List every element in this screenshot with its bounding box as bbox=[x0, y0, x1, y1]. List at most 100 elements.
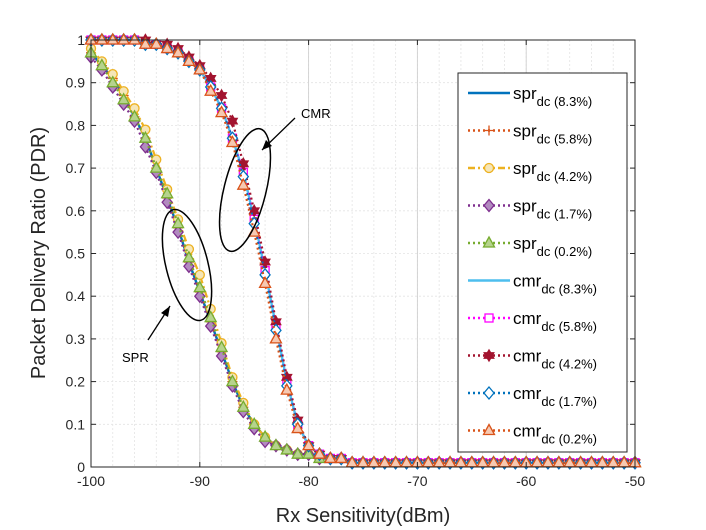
legend-swatch-marker bbox=[482, 423, 496, 436]
legend-item-cmr-dc-5-8: cmrdc (5.8%) bbox=[468, 309, 597, 334]
data-point bbox=[302, 438, 316, 451]
x-tick-label: -100 bbox=[77, 473, 105, 489]
y-tick-label: 0.9 bbox=[66, 75, 86, 91]
legend-swatch-marker bbox=[483, 198, 495, 213]
legend-label: sprdc (5.8%) bbox=[513, 122, 592, 147]
data-point bbox=[280, 382, 294, 395]
legend-swatch-marker bbox=[483, 348, 495, 363]
legend-item-spr-dc-4-2: sprdc (4.2%) bbox=[468, 159, 592, 184]
annotation-spr: SPR bbox=[122, 208, 213, 365]
data-point bbox=[171, 45, 185, 58]
legend-label: sprdc (8.3%) bbox=[513, 84, 592, 109]
data-point bbox=[214, 340, 229, 353]
legend-items: sprdc (8.3%) sprdc (5.8%) sprdc (4.2%) sprd… bbox=[468, 84, 597, 447]
data-point bbox=[95, 32, 109, 45]
data-point bbox=[172, 225, 184, 240]
data-point bbox=[236, 177, 250, 190]
data-point bbox=[334, 451, 348, 464]
cmr-ellipse bbox=[218, 127, 272, 253]
data-point bbox=[302, 446, 316, 459]
data-point bbox=[127, 109, 142, 122]
x-tick-label: -70 bbox=[407, 473, 427, 489]
data-point bbox=[258, 429, 272, 442]
data-point bbox=[182, 250, 196, 263]
data-point bbox=[269, 438, 283, 451]
y-tick-label: 0.7 bbox=[66, 160, 86, 176]
legend-label: cmrdc (5.8%) bbox=[513, 309, 597, 334]
x-tick-label: -80 bbox=[298, 473, 318, 489]
data-point bbox=[280, 442, 294, 455]
data-point bbox=[214, 105, 229, 118]
data-point bbox=[160, 186, 174, 199]
data-point bbox=[225, 135, 240, 148]
data-point bbox=[95, 58, 109, 71]
legend-label: cmrdc (4.2%) bbox=[513, 347, 597, 372]
legend-swatch-marker bbox=[483, 385, 495, 401]
data-point bbox=[291, 421, 305, 434]
data-point bbox=[138, 36, 152, 49]
y-tick-label: 0.2 bbox=[66, 374, 86, 390]
y-tick-label: 0.5 bbox=[66, 246, 86, 262]
cmr-label: CMR bbox=[301, 106, 331, 121]
y-tick-label: 0.8 bbox=[66, 117, 86, 133]
series-layer bbox=[84, 32, 642, 470]
y-tick-label: 0 bbox=[77, 459, 85, 475]
y-tick-label: 0.3 bbox=[66, 331, 86, 347]
legend: sprdc (8.3%) sprdc (5.8%) sprdc (4.2%) sprd… bbox=[457, 72, 628, 453]
data-point bbox=[127, 32, 142, 45]
data-point bbox=[204, 83, 218, 96]
data-point bbox=[225, 374, 240, 387]
data-point bbox=[204, 319, 217, 334]
legend-item-spr-dc-0-2: sprdc (0.2%) bbox=[468, 234, 592, 259]
data-point bbox=[149, 160, 163, 173]
legend-label: cmrdc (0.2%) bbox=[513, 422, 597, 447]
data-point bbox=[193, 62, 207, 75]
data-point bbox=[117, 92, 131, 105]
data-point bbox=[149, 36, 163, 49]
y-tick-label: 0.6 bbox=[66, 203, 86, 219]
data-point bbox=[291, 446, 305, 459]
y-tick-label: 0.4 bbox=[66, 288, 86, 304]
data-point bbox=[193, 280, 207, 293]
spr-ellipse bbox=[161, 208, 213, 322]
x-tick-label: -60 bbox=[516, 473, 536, 489]
data-point bbox=[194, 269, 205, 281]
y-tick-label: 0.1 bbox=[66, 416, 86, 432]
data-point bbox=[139, 139, 152, 154]
x-axis-label: Rx Sensitivity(dBm) bbox=[276, 505, 450, 527]
legend-swatch-marker bbox=[482, 235, 496, 248]
data-point bbox=[160, 41, 174, 54]
legend-label: sprdc (4.2%) bbox=[513, 159, 592, 184]
data-point bbox=[247, 416, 261, 429]
data-point bbox=[323, 451, 337, 464]
data-point bbox=[161, 195, 174, 210]
legend-label: cmrdc (1.7%) bbox=[513, 384, 597, 409]
y-tick-label: 1 bbox=[77, 32, 85, 48]
x-tick-label: -50 bbox=[625, 473, 645, 489]
data-point bbox=[236, 399, 250, 412]
legend-box bbox=[457, 72, 628, 453]
spr-arrow-head bbox=[161, 306, 170, 317]
legend-swatch-marker bbox=[483, 162, 495, 174]
legend-swatch-marker bbox=[484, 125, 494, 136]
data-point bbox=[117, 32, 131, 45]
spr-label: SPR bbox=[122, 350, 149, 365]
legend-item-cmr-dc-1-7: cmrdc (1.7%) bbox=[468, 384, 597, 409]
legend-swatch-marker bbox=[484, 313, 494, 323]
cmr-arrow-head bbox=[262, 140, 272, 150]
data-point bbox=[106, 75, 120, 88]
x-tick-label: -90 bbox=[190, 473, 210, 489]
data-point bbox=[258, 276, 272, 289]
legend-label: sprdc (1.7%) bbox=[513, 197, 592, 222]
y-tick-labels: 0 0.1 0.2 0.3 0.4 0.5 0.6 0.7 0.8 0.9 1 bbox=[66, 32, 86, 475]
data-point bbox=[182, 54, 196, 66]
y-axis-label: Packet Delivery Ratio (PDR) bbox=[28, 127, 50, 379]
data-point bbox=[106, 32, 120, 45]
annotation-cmr: CMR bbox=[218, 106, 331, 253]
legend-label: sprdc (0.2%) bbox=[513, 234, 592, 259]
legend-item-cmr-dc-8-3: cmrdc (8.3%) bbox=[468, 272, 597, 297]
legend-item-spr-dc-1-7: sprdc (1.7%) bbox=[468, 197, 592, 222]
data-point bbox=[215, 88, 228, 103]
data-point bbox=[171, 216, 185, 229]
